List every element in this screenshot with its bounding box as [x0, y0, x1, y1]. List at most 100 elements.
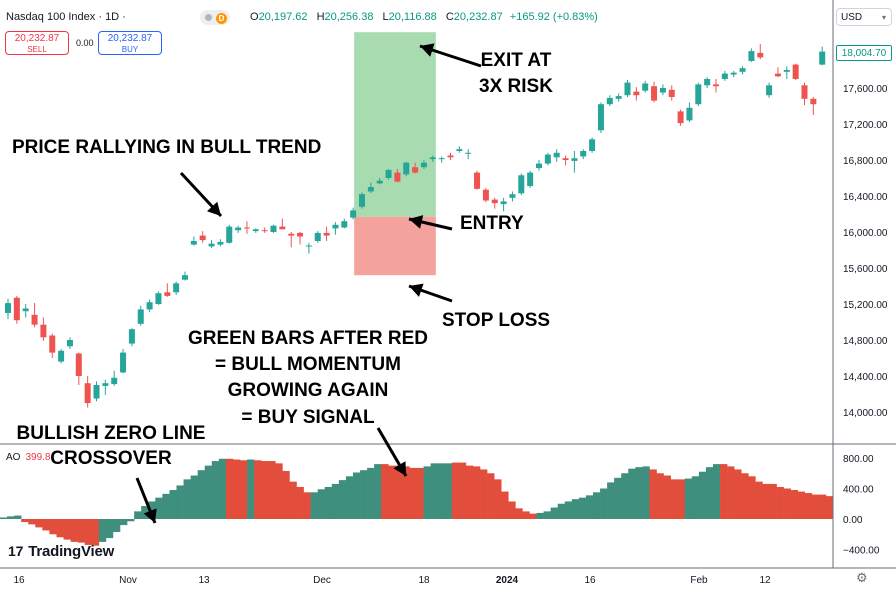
ohlc-readout: O20,197.62 H20,256.38 L20,116.88 C20,232… — [250, 11, 598, 23]
settings-gear-icon[interactable]: ⚙ — [856, 570, 868, 585]
ao-bar — [811, 494, 820, 519]
ao-bar — [607, 482, 615, 519]
time-tick-label: 16 — [13, 575, 25, 586]
candle-body — [447, 155, 454, 158]
sell-button[interactable]: 20,232.87 SELL — [5, 31, 69, 55]
ao-bar — [705, 467, 714, 519]
candle-body — [394, 172, 401, 182]
ao-bar — [663, 475, 671, 519]
ao-bar — [388, 465, 396, 519]
buy-button[interactable]: 20,232.87 BUY — [98, 31, 162, 55]
ao-bar — [296, 486, 304, 519]
candle-body — [730, 72, 737, 75]
ao-bar — [437, 463, 446, 519]
ao-bar — [444, 463, 453, 519]
ao-bar — [691, 476, 700, 519]
ao-tick-label: 0.00 — [843, 515, 863, 526]
candle-body — [695, 84, 702, 105]
candle-body — [465, 152, 472, 154]
currency-selector[interactable]: USD ▾ — [836, 8, 892, 26]
ao-bar — [734, 469, 742, 519]
ao-indicator-legend[interactable]: AO 399.8 — [6, 452, 50, 463]
annotation-crossover-line2: CROSSOVER — [50, 447, 172, 469]
ao-bar — [105, 519, 114, 539]
ao-bar — [712, 464, 721, 519]
ao-bar — [98, 519, 107, 542]
candle-body — [137, 309, 144, 324]
ao-bar — [91, 519, 100, 546]
ao-bar — [84, 519, 93, 545]
candle-body — [66, 340, 73, 347]
time-tick-label: 2024 — [496, 575, 519, 586]
ao-bar — [487, 473, 495, 519]
ao-bar — [197, 470, 206, 519]
ao-bar — [677, 479, 686, 519]
price-tick-label: 15,600.00 — [843, 264, 888, 275]
candle-body — [226, 226, 233, 243]
candle-body — [615, 96, 622, 99]
candle-body — [536, 163, 542, 169]
candle-body — [651, 86, 658, 101]
candle-body — [102, 383, 109, 386]
ao-bar — [303, 492, 311, 519]
annotation-exit-line1: EXIT AT — [480, 50, 552, 71]
candle-body — [757, 52, 764, 58]
time-tick-label: Nov — [119, 575, 137, 586]
time-tick-label: Dec — [313, 575, 331, 586]
candle-body — [323, 232, 330, 236]
ao-bar — [183, 479, 191, 519]
ao-bar — [804, 493, 813, 519]
arrow-exit — [419, 43, 482, 68]
candle-body — [624, 82, 631, 96]
ao-bar — [155, 497, 163, 519]
annotation-momentum-line3: GROWING AGAIN — [227, 380, 389, 402]
ao-bar — [70, 519, 78, 542]
candle-body — [482, 189, 489, 201]
ao-bar — [529, 513, 537, 519]
symbol-title[interactable]: Nasdaq 100 Index · 1D · — [6, 11, 126, 23]
arrow-stop-loss — [408, 283, 453, 303]
ao-bar — [430, 463, 438, 519]
candle-body — [279, 226, 286, 230]
ao-bar — [755, 481, 763, 519]
ao-bar — [508, 501, 516, 519]
candle-body — [783, 70, 790, 72]
sell-label: SELL — [27, 45, 47, 54]
ao-bar — [275, 463, 283, 519]
ao-bar — [480, 469, 488, 519]
ao-bar — [522, 511, 530, 519]
ao-bar — [261, 461, 269, 519]
annotation-rally: PRICE RALLYING IN BULL TREND — [12, 137, 322, 158]
ao-bar — [465, 465, 474, 519]
ao-bar — [769, 483, 777, 519]
ao-bar — [649, 469, 657, 519]
ao-bar — [395, 465, 403, 519]
ao-bar — [240, 460, 248, 519]
candle-body — [288, 233, 295, 236]
candle-body — [120, 352, 127, 373]
ao-bar — [741, 473, 749, 519]
market-status-dot-icon — [205, 14, 212, 21]
ao-bar — [776, 486, 784, 519]
time-tick-label: 18 — [418, 575, 430, 586]
price-tick-label: 14,800.00 — [843, 336, 888, 347]
ao-bar — [536, 512, 544, 519]
ao-bar — [797, 491, 806, 519]
candle-body — [668, 89, 675, 97]
ao-bar — [416, 467, 424, 519]
ao-bar — [367, 467, 375, 519]
ao-bar — [289, 481, 297, 519]
candle-body — [376, 180, 383, 184]
candle-body — [31, 314, 38, 325]
candle-body — [801, 85, 808, 99]
ao-bar — [825, 496, 834, 519]
time-tick-label: 12 — [759, 575, 771, 586]
candle-body — [111, 377, 118, 385]
candle-body — [155, 293, 162, 304]
candle-body — [810, 98, 817, 105]
ao-bar — [56, 519, 64, 538]
candle-body — [49, 335, 56, 353]
ao-bar — [42, 519, 50, 531]
ao-bar — [550, 507, 558, 519]
